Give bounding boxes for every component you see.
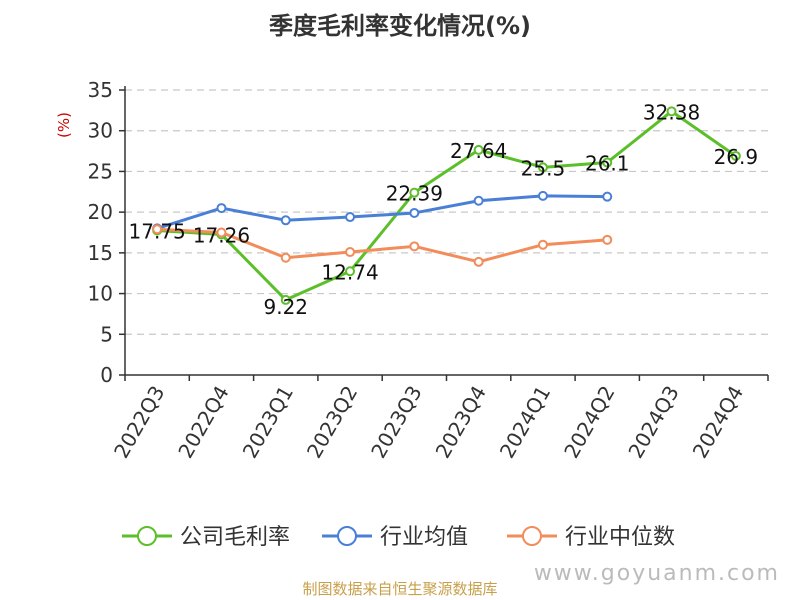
x-tick-label: 2022Q4 <box>173 382 233 463</box>
x-tick-label: 2024Q2 <box>559 382 619 463</box>
data-point <box>473 195 484 206</box>
y-tick-label: 5 <box>100 322 113 346</box>
data-point <box>280 252 291 263</box>
data-point <box>602 191 613 202</box>
data-label: 12.74 <box>321 260 378 284</box>
data-label: 27.64 <box>450 139 507 163</box>
data-point <box>345 266 356 277</box>
series-2 <box>152 190 613 234</box>
x-tick-label: 2023Q1 <box>238 382 298 463</box>
series-line <box>157 109 737 302</box>
legend-item-2[interactable]: 行业均值 <box>322 525 468 550</box>
data-label: 25.5 <box>521 156 566 180</box>
y-tick-label: 35 <box>88 78 113 102</box>
legend-label: 行业均值 <box>380 525 468 550</box>
data-label: 26.1 <box>585 151 630 175</box>
y-axis-label: (%) <box>55 112 73 138</box>
data-point <box>537 162 548 173</box>
y-tick-label: 10 <box>88 282 113 306</box>
chart-title: 季度毛利率变化情况(%) <box>269 12 531 40</box>
y-tick-label: 15 <box>88 241 113 265</box>
data-point <box>730 150 741 161</box>
data-source-note: 制图数据来自恒生聚源数据库 <box>302 580 497 598</box>
data-point <box>216 203 227 214</box>
x-tick-label: 2023Q2 <box>302 382 362 463</box>
data-point <box>666 106 677 117</box>
data-label: 9.22 <box>263 295 308 319</box>
legend-label: 公司毛利率 <box>180 525 290 550</box>
y-tick-label: 25 <box>88 159 113 183</box>
x-tick-label: 2023Q3 <box>366 382 426 463</box>
data-point <box>280 294 291 305</box>
x-tick-label: 2024Q3 <box>623 382 683 463</box>
data-label: 17.26 <box>193 223 250 247</box>
data-point <box>216 227 227 238</box>
data-label: 32.38 <box>643 100 700 124</box>
data-point <box>152 224 163 235</box>
legend-item-3[interactable]: 行业中位数 <box>507 525 675 550</box>
x-tick-label: 2022Q3 <box>109 382 169 463</box>
data-point <box>473 144 484 155</box>
series-line <box>156 194 608 230</box>
data-point <box>409 241 420 252</box>
legend-marker <box>137 526 157 546</box>
series-lines <box>152 106 741 305</box>
series-line <box>157 227 608 264</box>
data-point <box>345 212 356 223</box>
y-tick-label: 20 <box>88 200 113 224</box>
data-labels: 17.75 17.26 9.22 12.74 22.39 27.64 25.5 26.1 32.… <box>129 100 759 319</box>
data-point <box>473 256 484 267</box>
x-tick-label: 2024Q4 <box>688 382 748 463</box>
data-point <box>537 239 548 250</box>
data-point <box>602 157 613 168</box>
legend-item-1[interactable]: 公司毛利率 <box>122 525 290 550</box>
legend[interactable]: 公司毛利率 行业均值 行业中位数 <box>122 525 675 550</box>
data-point <box>345 247 356 258</box>
data-point <box>409 207 420 218</box>
series-3 <box>152 224 613 267</box>
data-label: 26.9 <box>714 145 759 169</box>
x-tick-label: 2024Q1 <box>495 382 555 463</box>
y-tick-label: 0 <box>100 363 113 387</box>
x-tick-label: 2023Q4 <box>431 382 491 463</box>
data-label: 22.39 <box>386 182 443 206</box>
data-label: 17.75 <box>129 219 186 243</box>
legend-marker <box>337 526 357 546</box>
legend-marker <box>522 526 542 546</box>
watermark: www.goyuanm.com <box>534 561 780 586</box>
data-point <box>602 234 613 245</box>
y-tick-label: 30 <box>88 119 113 143</box>
data-point <box>409 187 420 198</box>
data-point <box>537 190 548 201</box>
legend-label: 行业中位数 <box>565 525 675 550</box>
data-point <box>280 215 291 226</box>
